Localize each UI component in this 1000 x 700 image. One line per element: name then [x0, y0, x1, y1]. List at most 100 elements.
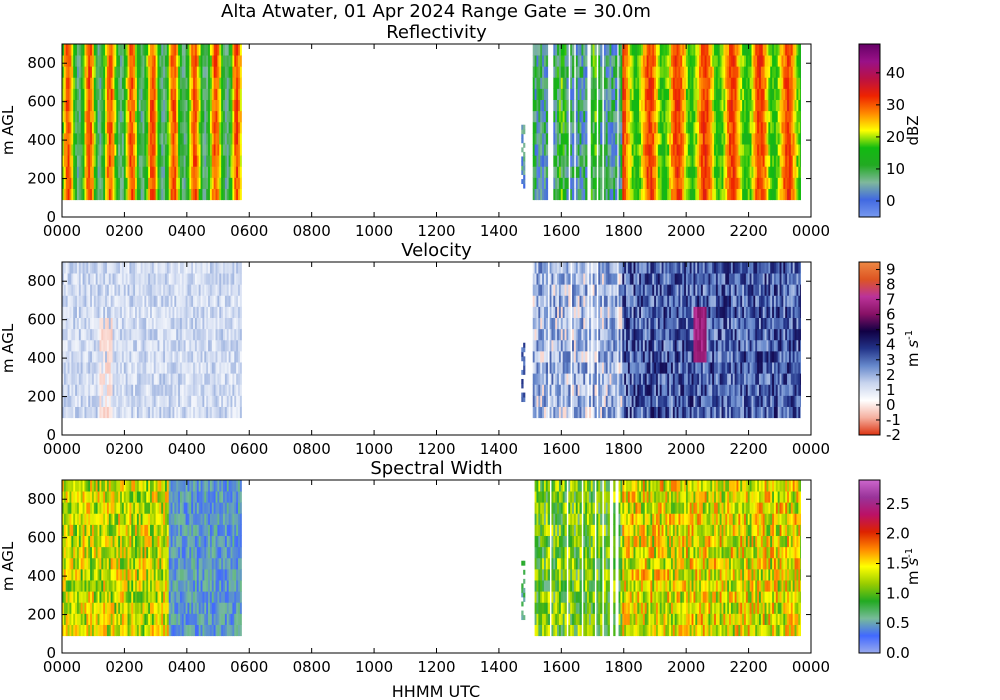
heatmap-cell: [239, 88, 242, 101]
heatmap-cell: [174, 110, 177, 123]
heatmap-cell: [80, 155, 83, 167]
heatmap-cell: [176, 121, 179, 134]
heatmap-cell: [112, 188, 115, 201]
heatmap-cell: [783, 155, 786, 167]
heatmap-cell: [787, 55, 790, 67]
heatmap-cell: [200, 132, 203, 145]
heatmap-cell: [585, 144, 588, 156]
heatmap-cell: [555, 155, 558, 167]
heatmap-cell: [211, 317, 215, 330]
heatmap-cell: [110, 273, 113, 285]
heatmap-cell: [178, 55, 181, 67]
heatmap-cell: [123, 121, 127, 134]
heatmap-cell: [560, 155, 564, 167]
heatmap-cell: [189, 99, 192, 112]
heatmap-cell: [163, 44, 166, 56]
heatmap-cell: [656, 132, 659, 145]
heatmap-cell: [684, 177, 687, 189]
heatmap-cell: [166, 99, 170, 112]
heatmap-cell: [665, 66, 668, 78]
heatmap-cell: [598, 132, 601, 145]
heatmap-cell: [198, 284, 201, 296]
heatmap-cell: [560, 384, 564, 396]
heatmap-cell: [181, 88, 185, 101]
heatmap-cell: [217, 44, 220, 56]
heatmap-cell: [155, 110, 158, 123]
y-tick-label: 600: [27, 93, 56, 111]
heatmap-cell: [560, 339, 564, 352]
heatmap-cell: [84, 328, 87, 341]
heatmap-cell: [172, 295, 175, 307]
heatmap-cell: [622, 44, 625, 56]
heatmap-cell: [730, 155, 734, 167]
heatmap-cell: [570, 44, 573, 56]
heatmap-cell: [73, 144, 76, 156]
heatmap-cell: [605, 188, 609, 201]
heatmap-cell: [75, 144, 78, 156]
heatmap-cell: [93, 362, 97, 374]
heatmap-cell: [736, 77, 739, 89]
heatmap-cell: [110, 328, 113, 341]
heatmap-cell: [187, 306, 190, 319]
heatmap-cell: [697, 77, 700, 89]
heatmap-cell: [770, 77, 773, 89]
heatmap-cell: [613, 77, 616, 89]
heatmap-cell: [572, 66, 575, 78]
heatmap-cell: [745, 77, 749, 89]
heatmap-cell: [558, 306, 562, 319]
heatmap-cell: [153, 306, 157, 319]
heatmap-cell: [663, 177, 666, 189]
heatmap-cell: [620, 77, 623, 89]
heatmap-cell: [185, 188, 188, 201]
heatmap-cell: [740, 77, 743, 89]
heatmap-cell: [577, 262, 580, 274]
heatmap-cell: [73, 384, 76, 396]
heatmap-cell: [629, 55, 633, 67]
heatmap-cell: [88, 188, 91, 201]
heatmap-cell: [155, 328, 158, 341]
heatmap-cell: [187, 121, 190, 134]
heatmap-cell: [727, 155, 730, 167]
heatmap-cell: [208, 177, 211, 189]
heatmap-cell: [594, 166, 597, 178]
heatmap-cell: [136, 306, 140, 319]
heatmap-cell: [747, 66, 751, 78]
heatmap-cell: [652, 121, 655, 134]
heatmap-cell: [234, 88, 237, 101]
heatmap-cell: [200, 350, 203, 363]
heatmap-cell: [148, 384, 151, 396]
heatmap-cell: [202, 121, 205, 134]
heatmap-cell: [230, 273, 233, 285]
heatmap-cell: [659, 66, 663, 78]
heatmap-cell: [95, 66, 98, 78]
heatmap-cell: [127, 262, 130, 274]
heatmap-cell: [121, 262, 125, 274]
heatmap-cell: [785, 77, 788, 89]
heatmap-cell: [153, 406, 157, 419]
heatmap-cell: [179, 339, 183, 352]
heatmap-cell: [131, 339, 134, 352]
heatmap-cell: [577, 88, 580, 101]
heatmap-cell: [758, 166, 762, 178]
heatmap-cell: [684, 155, 687, 167]
heatmap-cell: [62, 99, 65, 112]
heatmap-cell: [723, 99, 726, 112]
heatmap-cell: [575, 155, 579, 167]
heatmap-cell: [570, 77, 573, 89]
heatmap-cell: [153, 77, 157, 89]
heatmap-cell: [118, 406, 121, 419]
heatmap-cell: [209, 306, 213, 319]
heatmap-cell: [93, 88, 97, 101]
heatmap-cell: [153, 295, 157, 307]
heatmap-cell: [204, 155, 207, 167]
heatmap-cell: [538, 384, 541, 396]
heatmap-cell: [729, 144, 732, 156]
heatmap-cell: [62, 284, 65, 296]
heatmap-cell: [687, 77, 691, 89]
heatmap-cell: [672, 55, 676, 67]
heatmap-cell: [226, 373, 230, 385]
heatmap-cell: [600, 166, 603, 178]
heatmap-cell: [208, 121, 211, 134]
heatmap-cell: [223, 328, 226, 341]
heatmap-cell: [106, 350, 110, 363]
